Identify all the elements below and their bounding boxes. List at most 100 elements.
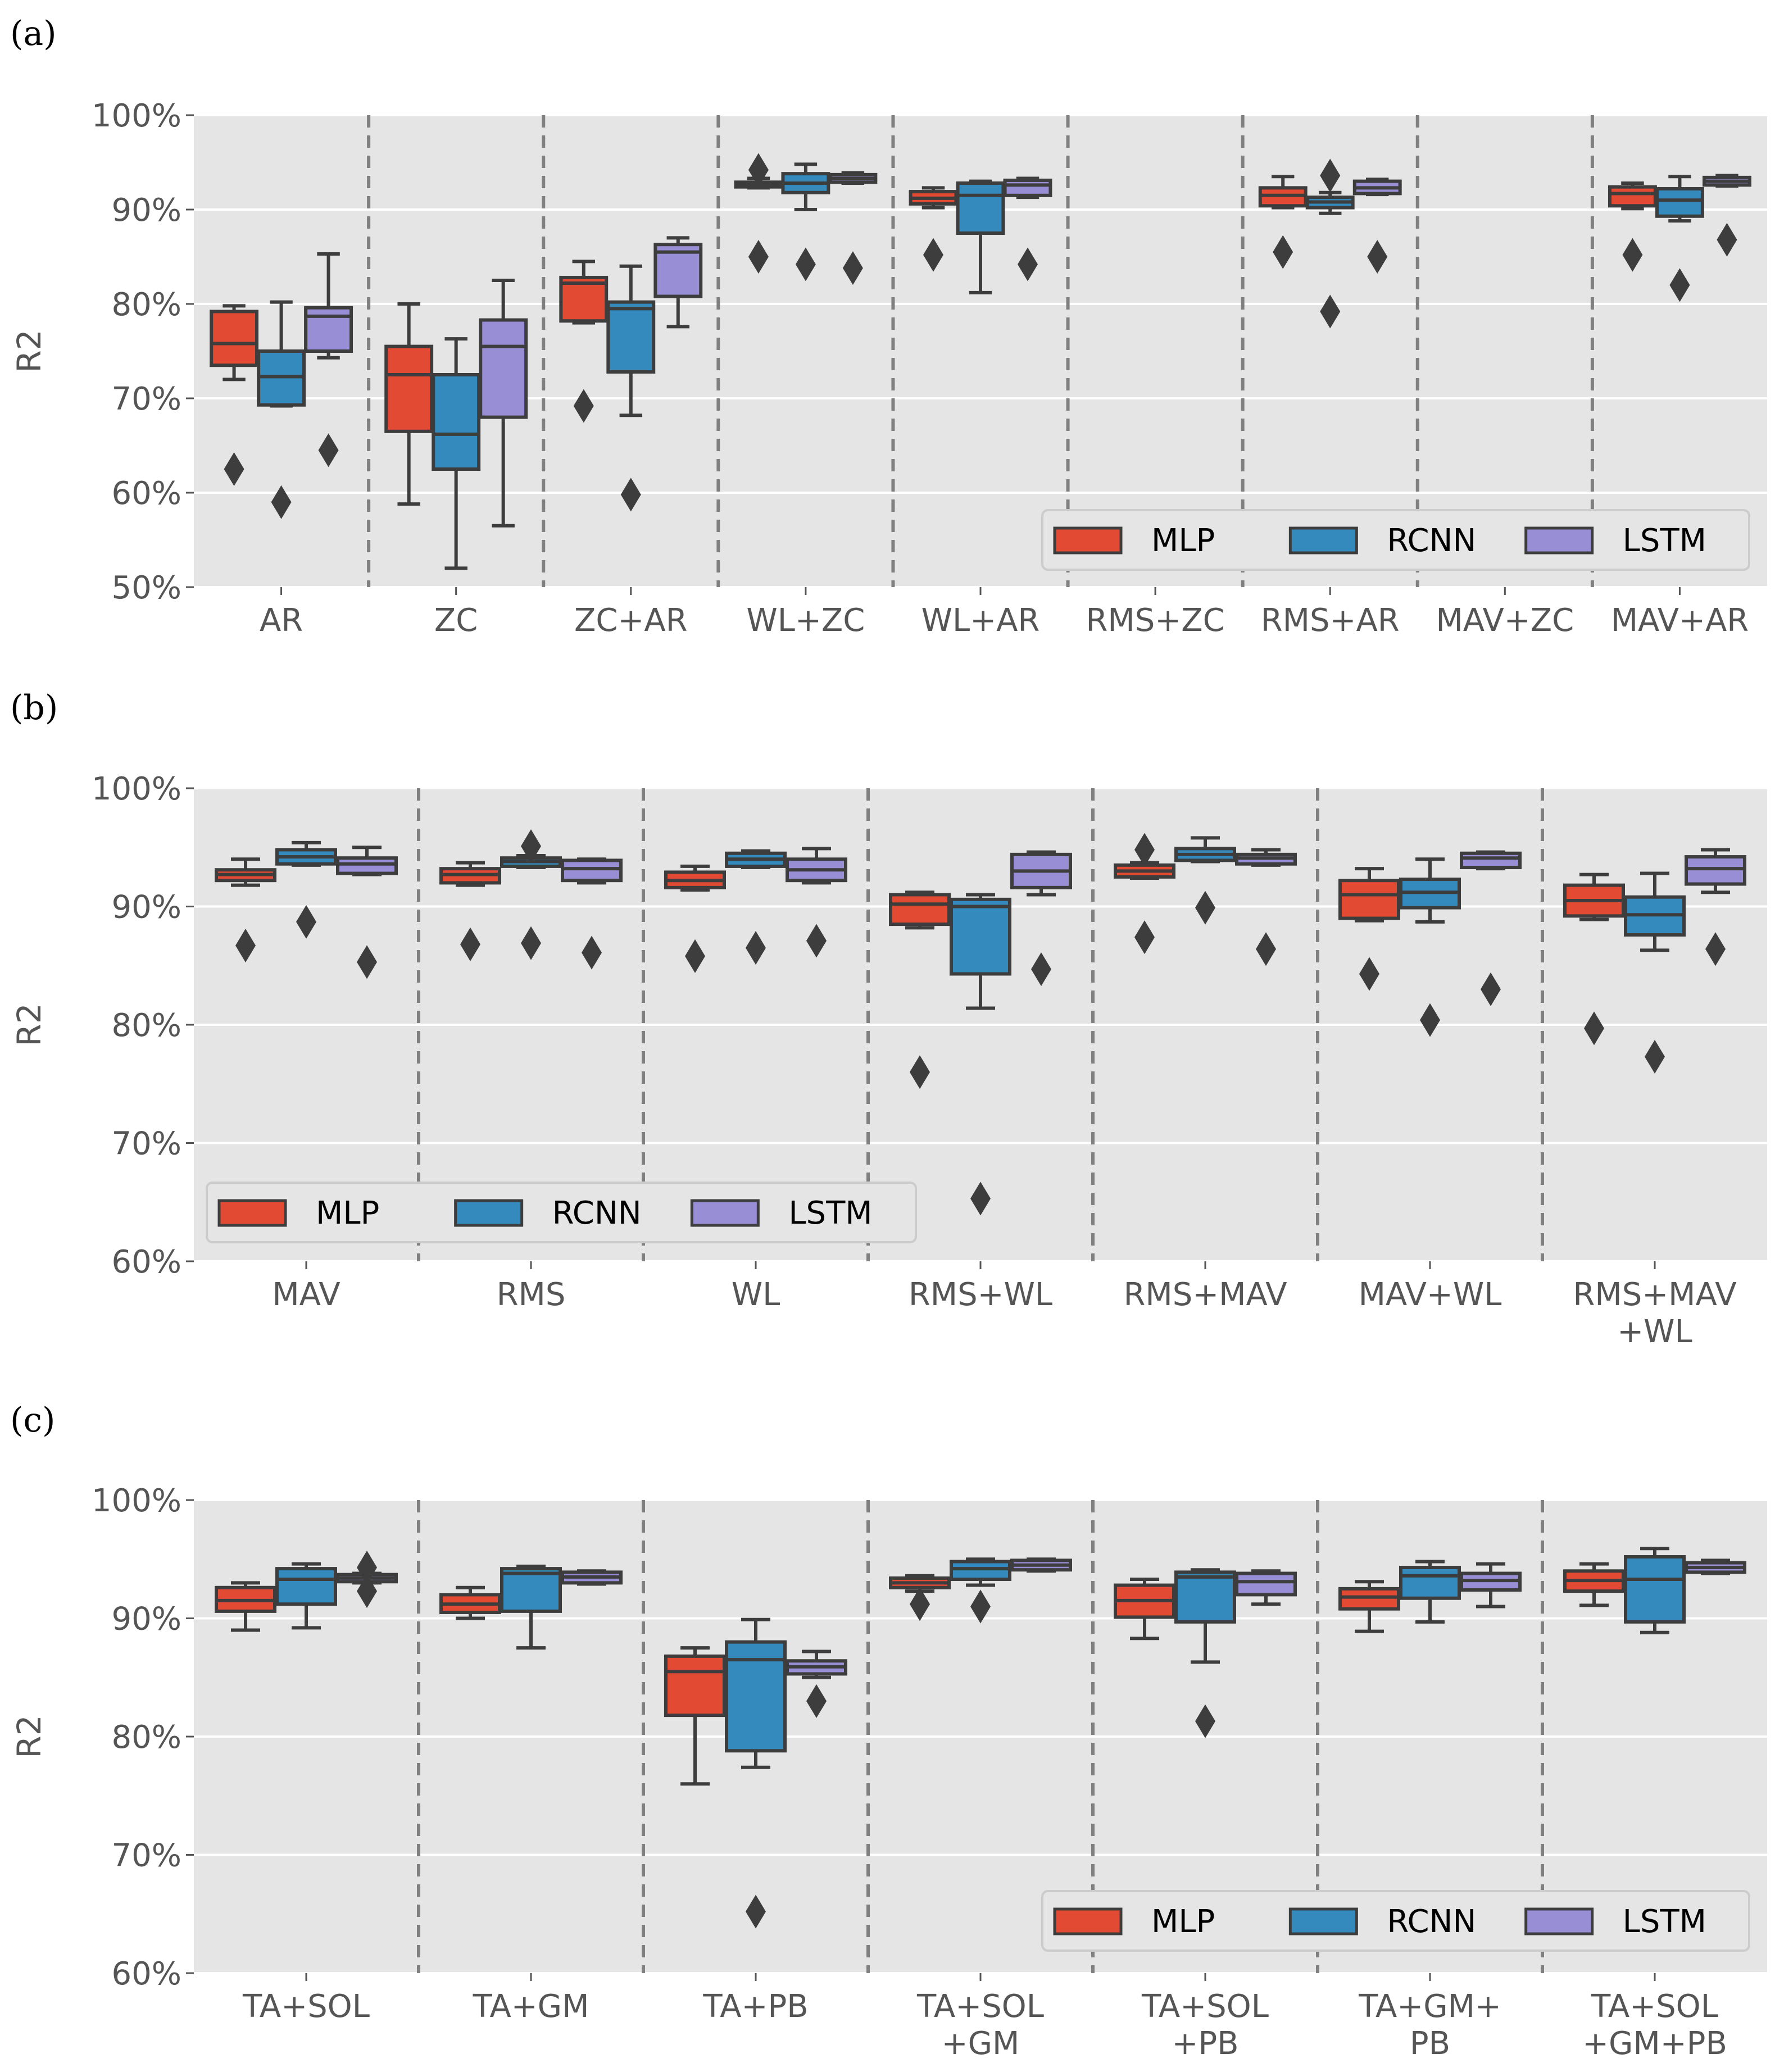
box-body — [210, 310, 258, 367]
box-body — [432, 373, 481, 471]
outlier-marker — [1584, 1011, 1604, 1046]
box-rcnn — [257, 300, 306, 519]
box-mlp — [215, 857, 276, 962]
outlier-marker — [224, 452, 244, 486]
outlier-marker — [1031, 952, 1051, 987]
box-lstm — [1460, 850, 1522, 1006]
outlier-marker — [923, 238, 943, 272]
outlier-marker — [806, 924, 827, 958]
box-rcnn — [725, 849, 787, 965]
box-mlp — [1563, 1562, 1625, 1607]
outlier-marker — [746, 931, 766, 965]
legend-swatch-rcnn — [454, 1199, 524, 1227]
y-tick-label: 80% — [112, 287, 181, 323]
x-tick-label: TA+SOL +GM+PB — [1582, 1988, 1727, 2062]
box-mlp — [215, 1581, 276, 1632]
box-lstm — [786, 1650, 847, 1718]
legend-swatch-mlp — [1053, 526, 1123, 555]
box-mlp — [664, 864, 726, 973]
box-rcnn — [950, 1557, 1011, 1624]
box-lstm — [561, 857, 623, 970]
outlier-marker — [1645, 1039, 1665, 1074]
legend-swatch-mlp — [217, 1199, 287, 1227]
outlier-marker — [1195, 1704, 1215, 1738]
legend-frame — [1041, 1890, 1750, 1952]
y-tick-label: 60% — [112, 1956, 181, 1992]
legend-label-mlp: MLP — [1151, 522, 1215, 559]
outlier-marker — [842, 251, 863, 285]
box-lstm — [1685, 848, 1746, 966]
panel-c: (c) 60% 70% 80% 90% 100% R2 TA+SOL TA+GM TA+PB TA… — [10, 1401, 1767, 2062]
box-lstm — [1235, 848, 1297, 966]
legend-swatch-rcnn — [1288, 1907, 1358, 1935]
panel-label: (b) — [10, 688, 58, 728]
y-tick-label: 70% — [112, 1838, 181, 1874]
legend-label-lstm: LSTM — [1623, 1903, 1706, 1940]
y-tick-label: 90% — [112, 1601, 181, 1638]
panel-a: (a) 50% 60% 70% 80% 90% 100% R2 AR ZC ZC+AR WL+ZC W… — [10, 14, 1767, 639]
outlier-marker — [1622, 238, 1643, 272]
box-lstm — [1003, 176, 1052, 281]
x-tick-label: TA+SOL — [242, 1988, 370, 2025]
box-body — [1399, 1565, 1461, 1600]
box-rcnn — [956, 179, 1005, 294]
outlier-marker — [271, 485, 292, 519]
y-tick-label: 100% — [92, 98, 181, 134]
box-body — [950, 1560, 1011, 1582]
x-tick-label: TA+PB — [702, 1988, 808, 2025]
outlier-marker — [460, 927, 480, 961]
box-rcnn — [1655, 175, 1704, 302]
outlier-marker — [620, 478, 641, 512]
panel-label: (c) — [10, 1401, 55, 1440]
y-tick-label: 60% — [112, 1244, 181, 1280]
box-mlp — [1608, 181, 1657, 272]
box-rcnn — [606, 264, 656, 512]
outlier-marker — [521, 829, 541, 864]
y-tick-label: 80% — [112, 1007, 181, 1044]
legend-label-lstm: LSTM — [1623, 522, 1706, 559]
box-mlp — [1114, 833, 1175, 955]
y-axis-label: R2 — [10, 329, 48, 372]
legend-frame — [1041, 509, 1750, 571]
y-tick-label: 90% — [112, 192, 181, 229]
box-lstm — [1235, 1569, 1297, 1606]
outlier-marker — [1134, 920, 1155, 955]
outlier-marker — [1367, 240, 1388, 274]
box-mlp — [1258, 175, 1308, 269]
outlier-marker — [748, 240, 769, 274]
box-body — [606, 300, 656, 374]
box-lstm — [786, 847, 847, 958]
outlier-marker — [910, 1587, 930, 1621]
box-lstm — [1352, 178, 1402, 274]
box-lstm — [336, 846, 398, 979]
box-lstm — [653, 236, 703, 329]
box-body — [384, 344, 434, 433]
legend-swatch-lstm — [690, 1199, 760, 1227]
outlier-marker — [1420, 1003, 1440, 1037]
box-body — [664, 1654, 726, 1717]
outlier-marker — [1705, 932, 1726, 966]
legend: MLP RCNN LSTM — [206, 1182, 917, 1243]
y-tick-label: 60% — [112, 475, 181, 512]
box-lstm — [1010, 1557, 1072, 1573]
x-tick-label: MAV+WL — [1359, 1276, 1502, 1313]
box-body — [1460, 851, 1522, 870]
x-tick-label: TA+GM — [473, 1988, 589, 2025]
outlier-marker — [1320, 294, 1341, 329]
box-body — [1338, 879, 1400, 920]
box-body — [1003, 178, 1052, 197]
box-body — [336, 856, 398, 875]
box-lstm — [479, 279, 528, 528]
outlier-marker — [1134, 833, 1155, 867]
x-tick-label: RMS+MAV — [1123, 1276, 1287, 1313]
box-body — [1174, 1570, 1236, 1624]
y-tick-label: 80% — [112, 1719, 181, 1756]
box-mlp — [1338, 1580, 1400, 1633]
box-rcnn — [1399, 1560, 1461, 1624]
outlier-marker — [235, 928, 256, 962]
legend-label-mlp: MLP — [316, 1195, 379, 1232]
outlier-marker — [1320, 158, 1341, 193]
x-tick-label: RMS — [497, 1276, 566, 1313]
box-lstm — [1685, 1558, 1746, 1575]
